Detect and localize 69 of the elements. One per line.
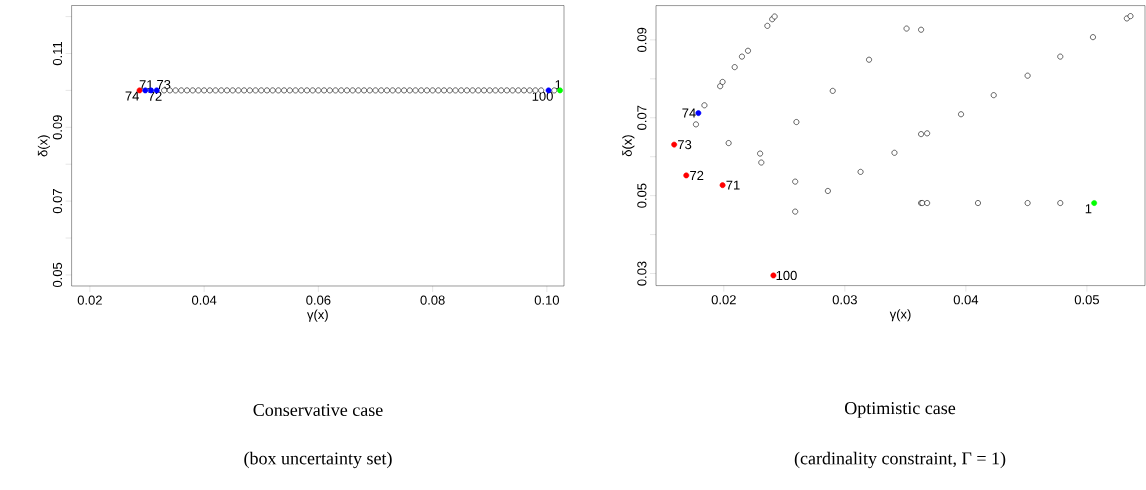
y-tick-label: 0.05	[637, 183, 647, 208]
point	[1024, 200, 1031, 206]
point	[918, 26, 924, 33]
y-tick-label: 0.09	[637, 27, 647, 53]
point	[683, 172, 690, 179]
point	[671, 141, 678, 148]
annotation: 71	[726, 180, 740, 190]
point	[719, 182, 726, 189]
text: Conservative case	[253, 403, 383, 417]
point	[1127, 13, 1134, 20]
x-tick-label: 0.10	[534, 295, 560, 305]
point	[1090, 34, 1096, 41]
point	[958, 111, 964, 118]
point	[792, 208, 799, 215]
point	[739, 53, 745, 60]
x-tick-label: 0.04	[953, 295, 979, 305]
y-tick-label: 0.07	[637, 105, 647, 130]
annotation: 73	[157, 79, 171, 90]
x-axis-title: γ(x)	[307, 309, 328, 322]
point	[758, 159, 765, 166]
annotation: 1	[1085, 204, 1092, 214]
x-tick-label: 0.02	[711, 295, 736, 305]
point	[757, 150, 763, 157]
y-tick-label: 0.11	[52, 41, 63, 66]
y-tick-label: 0.03	[637, 261, 647, 286]
point	[1091, 200, 1098, 206]
point	[824, 188, 831, 194]
point	[903, 25, 910, 32]
point	[701, 102, 708, 109]
x-tick-label: 0.05	[1074, 295, 1100, 305]
text: (cardinality constraint, Γ = 1)	[794, 451, 1006, 469]
y-tick-label: 0.09	[52, 115, 63, 140]
point	[1057, 53, 1064, 60]
annotation: 100	[776, 270, 797, 281]
x-tick-label: 0.06	[306, 295, 331, 305]
point	[990, 92, 997, 99]
annotation: 73	[678, 140, 692, 150]
point	[764, 22, 771, 29]
point	[829, 87, 836, 94]
point	[793, 119, 800, 125]
point	[924, 130, 931, 137]
x-tick-label: 0.08	[420, 295, 445, 305]
point	[719, 79, 726, 85]
point	[924, 200, 931, 206]
point	[891, 149, 898, 156]
annotation: 74	[682, 108, 696, 118]
annotation: 74	[125, 91, 139, 101]
y-tick-label: 0.07	[52, 189, 63, 214]
x-tick-label: 0.02	[77, 295, 102, 305]
text: (box uncertainty set)	[244, 451, 392, 469]
point	[745, 47, 751, 54]
point	[792, 178, 799, 185]
y-tick-label: 0.05	[52, 262, 63, 288]
point	[975, 200, 981, 206]
point	[731, 64, 738, 71]
point	[918, 131, 924, 138]
point	[1024, 72, 1031, 79]
x-tick-label: 0.04	[191, 295, 217, 305]
point	[725, 140, 732, 146]
annotation: 72	[690, 170, 704, 180]
point	[693, 121, 699, 128]
text: Optimistic case	[845, 402, 956, 418]
point	[866, 56, 872, 63]
x-axis-title: γ(x)	[889, 309, 911, 322]
y-axis-title: δ(x)	[622, 135, 635, 157]
y-axis-title: δ(x)	[37, 135, 50, 157]
point	[857, 168, 864, 175]
point	[1057, 200, 1064, 206]
x-tick-label: 0.03	[832, 295, 857, 305]
